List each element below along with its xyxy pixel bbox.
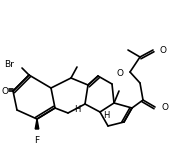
Text: O: O: [2, 87, 8, 96]
Text: F: F: [35, 136, 40, 145]
Text: O: O: [161, 103, 168, 112]
Text: O: O: [159, 45, 166, 54]
Text: H: H: [103, 111, 109, 120]
Text: O: O: [116, 68, 123, 77]
Polygon shape: [35, 119, 39, 129]
Text: H: H: [74, 105, 80, 114]
Text: Br: Br: [4, 59, 14, 68]
